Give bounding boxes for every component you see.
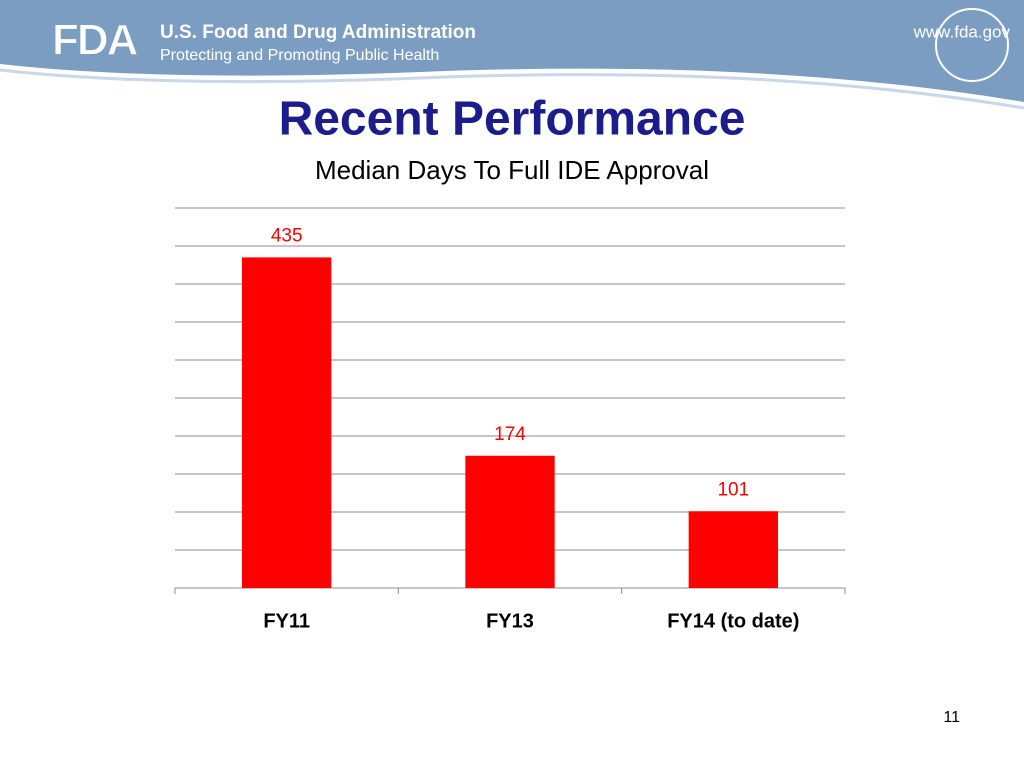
hhs-emblem <box>935 8 1009 82</box>
header-swoosh <box>0 68 1024 110</box>
page-number: 11 <box>943 709 960 726</box>
x-tick-label: FY11 <box>263 610 310 632</box>
header-banner <box>0 0 1024 102</box>
bar <box>465 455 555 588</box>
x-tick-label: FY14 (to date) <box>667 610 799 632</box>
value-label: 101 <box>717 479 749 500</box>
agency-url: www.fda.gov <box>913 22 1011 41</box>
logo: FDA <box>52 16 138 65</box>
chart-title: Recent Performance <box>279 93 746 146</box>
bar <box>242 257 332 588</box>
bar <box>688 511 778 588</box>
value-label: 174 <box>494 424 526 445</box>
agency-tagline: Protecting and Promoting Public Health <box>160 47 439 64</box>
agency-name: U.S. Food and Drug Administration <box>160 22 476 43</box>
x-tick-label: FY13 <box>486 610 534 632</box>
chart-subtitle: Median Days To Full IDE Approval <box>315 155 709 185</box>
value-label: 435 <box>271 225 303 246</box>
